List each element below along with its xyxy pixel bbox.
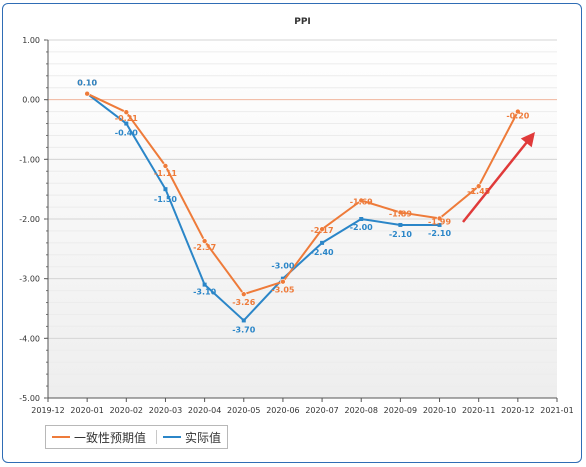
point-expected <box>475 183 482 189</box>
data-label-expected: -0.20 <box>506 112 529 121</box>
point-actual <box>280 276 285 281</box>
point-expected <box>280 278 286 285</box>
x-tick-label: 2020-07 <box>305 406 338 415</box>
data-label-expected: -1.45 <box>467 187 490 196</box>
series-line-expected <box>86 92 519 296</box>
point-actual <box>163 187 168 192</box>
x-tick-label: 2020-12 <box>501 406 534 415</box>
trend-arrow-head <box>520 132 535 148</box>
data-label-expected: -3.05 <box>271 286 294 295</box>
data-label-expected: -2.37 <box>193 243 216 252</box>
y-tick-label: -5.00 <box>19 394 40 403</box>
x-tick-label: 2020-06 <box>266 406 299 415</box>
data-label-actual: -1.50 <box>154 195 177 204</box>
x-tick-label: 2020-04 <box>188 406 221 415</box>
point-actual <box>124 121 129 126</box>
data-label-actual: -2.00 <box>350 223 373 232</box>
point-actual <box>398 222 403 227</box>
point-actual <box>359 217 364 221</box>
data-label-expected: -1.99 <box>428 217 451 226</box>
x-tick-label: 2020-03 <box>149 406 182 415</box>
chart-title: PPI <box>294 17 311 27</box>
point-expected <box>358 197 365 204</box>
x-tick-label: 2020-11 <box>462 406 495 415</box>
point-actual <box>320 240 325 245</box>
data-label-expected: 0.10 <box>77 79 97 88</box>
point-expected <box>319 226 325 232</box>
x-tick-label: 2020-10 <box>423 406 456 415</box>
data-label-expected: -1.11 <box>154 169 177 178</box>
legend-label-expected: 一致性预期值 <box>74 430 147 445</box>
point-expected <box>436 215 443 222</box>
x-tick-label: 2021-01 <box>540 406 573 415</box>
data-label-actual: -2.10 <box>389 230 412 239</box>
data-label-expected: -1.69 <box>350 198 373 207</box>
x-tick-label: 2020-01 <box>70 406 103 415</box>
data-label-expected: -2.17 <box>311 226 334 235</box>
y-tick-label: 1.00 <box>22 36 40 45</box>
data-label-expected: -1.89 <box>389 209 412 218</box>
y-tick-label: -1.00 <box>19 155 40 164</box>
legend-swatch-actual <box>163 436 182 438</box>
data-label-actual: -3.00 <box>271 262 294 271</box>
data-label-actual: -3.70 <box>232 325 255 334</box>
data-label-actual: 0.10 <box>77 79 97 88</box>
point-expected <box>123 109 130 115</box>
point-actual <box>202 282 207 287</box>
legend-separator <box>156 430 158 444</box>
x-tick-label: 2020-08 <box>345 406 378 415</box>
data-label-actual: -2.10 <box>428 229 451 238</box>
point-expected <box>397 209 404 216</box>
trend-arrow-shaft <box>462 141 528 223</box>
legend-item-actual[interactable]: 实际值 <box>163 429 221 446</box>
y-tick-label: 0.00 <box>22 96 40 105</box>
y-tick-label: -4.00 <box>19 334 40 343</box>
data-label-expected: -0.21 <box>115 114 138 123</box>
x-tick-label: 2020-09 <box>384 406 417 415</box>
point-actual <box>241 318 246 323</box>
point-expected <box>240 291 247 297</box>
point-expected <box>201 238 208 244</box>
data-label-actual: -0.40 <box>115 129 138 138</box>
series-line-actual <box>86 92 440 322</box>
point-expected <box>84 90 90 97</box>
x-tick-label: 2019-12 <box>31 406 64 415</box>
legend-swatch-expected <box>52 436 70 438</box>
legend-item-expected[interactable]: 一致性预期值 <box>52 429 146 446</box>
point-actual <box>437 222 442 227</box>
legend-label-actual: 实际值 <box>185 430 222 445</box>
data-label-actual: -3.10 <box>193 288 216 297</box>
y-tick-label: -3.00 <box>19 275 40 284</box>
x-tick-label: 2020-02 <box>110 406 143 415</box>
point-expected <box>515 108 521 115</box>
legend: 一致性预期值 实际值 <box>45 425 229 449</box>
x-tick-label: 2020-05 <box>227 406 260 415</box>
data-label-expected: -3.26 <box>232 298 255 307</box>
y-tick-label: -2.00 <box>19 215 40 224</box>
point-expected <box>162 163 169 169</box>
data-label-actual: -2.40 <box>311 248 334 257</box>
